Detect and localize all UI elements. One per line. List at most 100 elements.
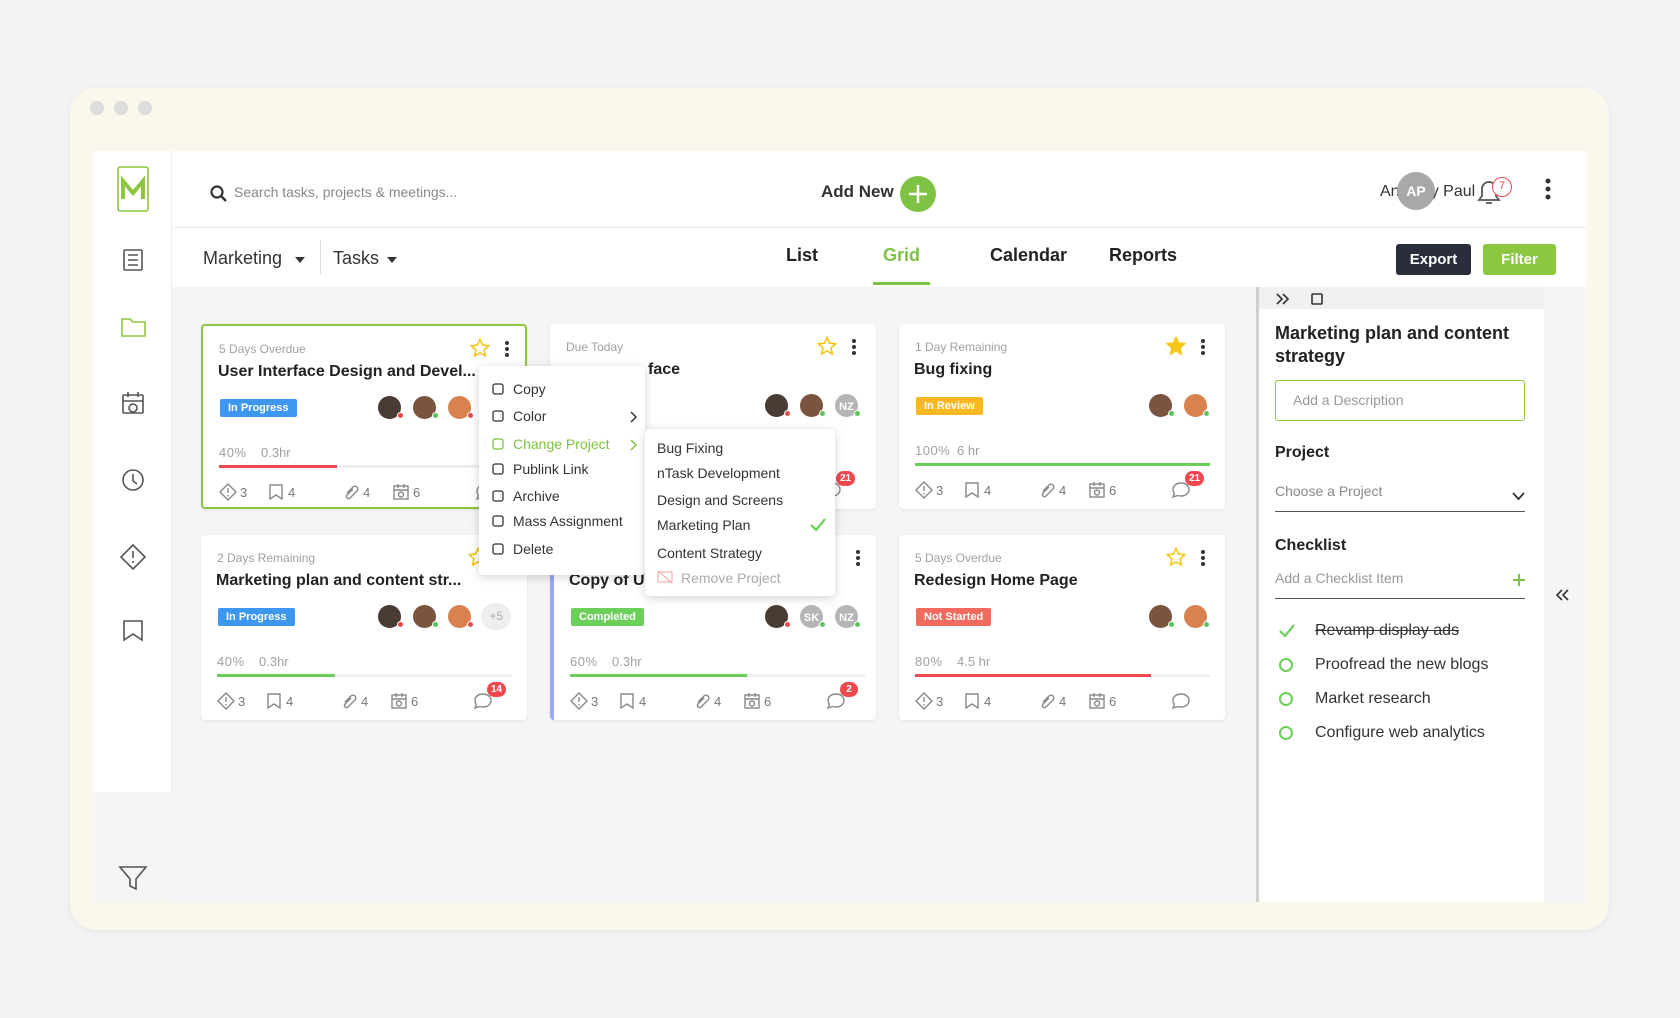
comments-icon[interactable] bbox=[1171, 692, 1191, 715]
check-toggle[interactable] bbox=[1278, 691, 1294, 712]
hours: 0.3hr bbox=[612, 654, 642, 669]
card-menu[interactable] bbox=[1199, 337, 1207, 362]
view-select[interactable]: Tasks bbox=[333, 248, 380, 268]
selected-check bbox=[809, 517, 827, 538]
assignees bbox=[1147, 603, 1210, 630]
avatar bbox=[446, 603, 475, 630]
star[interactable] bbox=[816, 335, 838, 361]
avatar bbox=[798, 392, 826, 419]
window-dot bbox=[90, 101, 104, 115]
submenu-item[interactable]: Marketing Plan bbox=[657, 517, 751, 533]
avatar bbox=[1182, 603, 1210, 630]
check-toggle[interactable] bbox=[1278, 657, 1294, 678]
tab-underline bbox=[873, 282, 930, 285]
checklist-input[interactable]: Add a Checklist Item bbox=[1275, 570, 1525, 599]
card-menu[interactable] bbox=[1199, 548, 1207, 573]
count-icon bbox=[743, 692, 761, 715]
count: 3 bbox=[240, 485, 248, 500]
count: 6 bbox=[411, 694, 419, 709]
count: 3 bbox=[936, 694, 944, 709]
avatar bbox=[763, 392, 791, 419]
status-badge: Not Started bbox=[916, 608, 992, 626]
menu-item[interactable]: Archive bbox=[513, 488, 560, 504]
count-icon bbox=[963, 481, 981, 504]
project-select[interactable]: Choose a Project bbox=[1275, 483, 1525, 512]
submenu-item[interactable]: Bug Fixing bbox=[657, 440, 724, 456]
assignees: SK NZ bbox=[763, 603, 861, 630]
submenu-item: Remove Project bbox=[681, 570, 781, 586]
checklist-item: Proofread the new blogs bbox=[1315, 656, 1489, 673]
expand-panel[interactable] bbox=[1555, 588, 1569, 602]
tab[interactable]: Calendar bbox=[990, 245, 1068, 265]
tab[interactable]: List bbox=[786, 245, 819, 265]
top-bar: Search tasks, projects & meetings... Add… bbox=[172, 151, 1586, 228]
menu-item[interactable]: Publink Link bbox=[513, 461, 589, 477]
count-icon bbox=[1038, 481, 1056, 504]
menu-item[interactable]: Mass Assignment bbox=[513, 513, 623, 529]
count: 3 bbox=[238, 694, 246, 709]
count-icon bbox=[1088, 481, 1106, 504]
progress-label: 100% bbox=[915, 443, 951, 458]
description-input[interactable]: Add a Description bbox=[1275, 380, 1525, 421]
count: 4 bbox=[984, 694, 992, 709]
count: 4 bbox=[361, 694, 369, 709]
task-card[interactable]: 5 Days Overdue Redesign Home Page Not Star… bbox=[899, 535, 1225, 720]
filter-button[interactable]: Filter bbox=[1483, 244, 1556, 275]
comments-icon[interactable] bbox=[826, 692, 846, 715]
task-title: Bug fixing bbox=[914, 361, 993, 378]
export-button[interactable]: Export bbox=[1396, 244, 1471, 275]
task-card[interactable]: 2 Days Remaining Marketing plan and conte… bbox=[201, 535, 527, 720]
progress-track bbox=[570, 674, 865, 677]
card-menu[interactable] bbox=[503, 339, 511, 364]
card-menu[interactable] bbox=[854, 548, 862, 573]
check-toggle[interactable] bbox=[1278, 623, 1296, 644]
checklist-item: Market research bbox=[1315, 690, 1431, 707]
submenu-item[interactable]: Content Strategy bbox=[657, 545, 763, 561]
check-toggle[interactable] bbox=[1278, 725, 1294, 746]
count: 4 bbox=[286, 694, 294, 709]
workspace-select[interactable]: Marketing bbox=[203, 248, 283, 268]
search-input[interactable]: Search tasks, projects & meetings... bbox=[234, 184, 458, 200]
comments-icon[interactable] bbox=[473, 692, 493, 715]
task-card[interactable]: 1 Day Remaining Bug fixing In Review 100% 6 … bbox=[899, 324, 1225, 509]
submenu-item[interactable]: Design and Screens bbox=[657, 492, 784, 508]
star[interactable] bbox=[1165, 546, 1187, 572]
progress-bar bbox=[217, 674, 335, 677]
due-status: 5 Days Overdue bbox=[219, 342, 306, 356]
progress-bar bbox=[570, 674, 747, 677]
task-card[interactable]: 5 Days Overdue User Interface Design and … bbox=[201, 324, 527, 509]
add-new-button[interactable] bbox=[899, 175, 937, 213]
menu-icon bbox=[491, 409, 505, 428]
count-icon bbox=[340, 692, 358, 715]
card-menu[interactable] bbox=[850, 337, 858, 362]
avatar bbox=[411, 394, 439, 421]
task-title: Copy of Us bbox=[569, 572, 654, 589]
assignees bbox=[376, 394, 474, 421]
star[interactable] bbox=[469, 337, 491, 363]
checklist-item: Configure web analytics bbox=[1315, 724, 1485, 741]
menu-item[interactable]: Color bbox=[513, 408, 547, 424]
tab[interactable]: Grid bbox=[883, 245, 921, 265]
count: 6 bbox=[764, 694, 772, 709]
submenu-item[interactable]: nTask Development bbox=[657, 465, 780, 481]
menu-icon bbox=[491, 514, 505, 533]
more-menu[interactable] bbox=[1541, 177, 1555, 203]
count: 6 bbox=[1109, 483, 1117, 498]
menu-item[interactable]: Delete bbox=[513, 541, 554, 557]
menu-icon bbox=[491, 382, 505, 401]
sidebar bbox=[94, 151, 172, 902]
window-dot bbox=[114, 101, 128, 115]
menu-item[interactable]: Change Project bbox=[513, 436, 610, 452]
star[interactable] bbox=[1165, 335, 1187, 361]
menu-item[interactable]: Copy bbox=[513, 381, 546, 397]
tab[interactable]: Reports bbox=[1109, 245, 1178, 265]
avatar bbox=[446, 394, 474, 421]
comments-icon[interactable] bbox=[1171, 481, 1191, 504]
user-avatar[interactable]: AP bbox=[1397, 172, 1435, 210]
add-new-label[interactable]: Add New bbox=[821, 182, 894, 201]
submenu-arrow bbox=[629, 410, 638, 428]
panel-controls[interactable] bbox=[1276, 292, 1326, 306]
context-menu: Copy Color Change Project Publink Link Archi… bbox=[479, 366, 645, 575]
add-item[interactable] bbox=[1512, 573, 1526, 592]
